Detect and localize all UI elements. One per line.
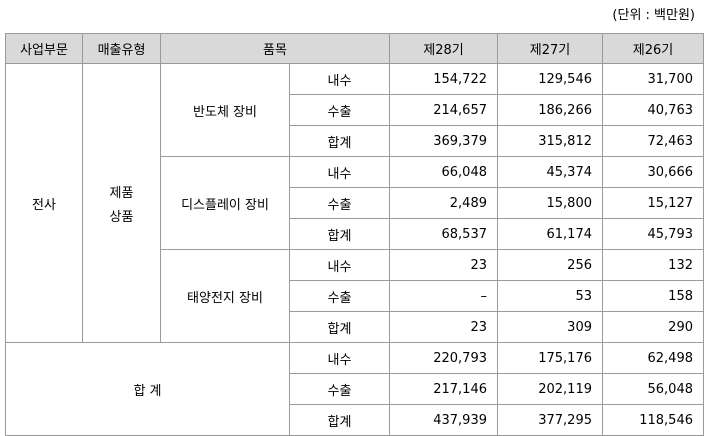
sales-type-line: 상품 (109, 209, 134, 225)
value-cell: 214,657 (389, 94, 498, 126)
type-cell: 수출 (289, 280, 390, 312)
type-cell: 수출 (289, 373, 390, 405)
value-cell: 220,793 (389, 342, 498, 374)
type-cell: 내수 (289, 249, 390, 281)
value-cell: 23 (389, 311, 498, 343)
value-cell: 315,812 (497, 125, 603, 157)
value-cell: 129,546 (497, 63, 603, 95)
header-item: 품목 (160, 33, 390, 64)
type-cell: 내수 (289, 156, 390, 188)
table-row: 전사 제품 상품 반도체 장비 내수 154,722 129,546 31,70… (5, 63, 704, 343)
value-cell: 175,176 (497, 342, 603, 374)
value-cell: 62,498 (602, 342, 704, 374)
value-cell: 369,379 (389, 125, 498, 157)
value-cell: 15,127 (602, 187, 704, 219)
table-row: 합계 68,537 61,174 45,793 (6, 218, 704, 250)
type-cell: 내수 (289, 342, 390, 374)
type-cell: 수출 (289, 187, 390, 219)
header-segment: 사업부문 (5, 33, 83, 64)
segment-cell: 전사 (5, 63, 83, 343)
table-row: 태양전지 장비 내수 23 256 132 (6, 249, 704, 343)
value-cell: 118,546 (602, 404, 704, 436)
value-cell: 66,048 (389, 156, 498, 188)
value-cell: 309 (497, 311, 603, 343)
table-row: 수출 214,657 186,266 40,763 (6, 94, 704, 126)
unit-label: (단위 : 백만원) (612, 8, 695, 23)
type-cell: 내수 (289, 63, 390, 95)
type-cell: 합계 (289, 404, 390, 436)
value-cell: 217,146 (389, 373, 498, 405)
value-cell: 23 (389, 249, 498, 281)
table-row: 수출 2,489 15,800 15,127 (6, 187, 704, 219)
value-cell: 31,700 (602, 63, 704, 95)
table-row: 합계 369,379 315,812 72,463 (6, 125, 704, 157)
sales-table: 사업부문 매출유형 품목 제28기 제27기 제26기 전사 제품 상품 반도체… (5, 33, 704, 436)
header-fy27: 제27기 (497, 33, 603, 64)
value-cell: 72,463 (602, 125, 704, 157)
value-cell: 290 (602, 311, 704, 343)
item-cell: 반도체 장비 (160, 63, 290, 157)
value-cell: 15,800 (497, 187, 603, 219)
value-cell: 2,489 (389, 187, 498, 219)
value-cell: 45,793 (602, 218, 704, 250)
value-cell: 53 (497, 280, 603, 312)
table-row: 수출 217,146 202,119 56,048 (6, 373, 704, 405)
sales-type-cell: 제품 상품 (82, 63, 161, 343)
item-cell: 태양전지 장비 (160, 249, 290, 343)
value-cell: 202,119 (497, 373, 603, 405)
value-cell: 61,174 (497, 218, 603, 250)
table-row: 합 계 내수 220,793 175,176 62,498 (5, 342, 704, 436)
value-cell: 56,048 (602, 373, 704, 405)
header-sales-type: 매출유형 (82, 33, 161, 64)
value-cell: 437,939 (389, 404, 498, 436)
table-row: 디스플레이 장비 내수 66,048 45,374 30,666 (6, 156, 704, 250)
value-cell: 186,266 (497, 94, 603, 126)
value-cell: 30,666 (602, 156, 704, 188)
header-fy26: 제26기 (602, 33, 704, 64)
header-row: 사업부문 매출유형 품목 제28기 제27기 제26기 (5, 33, 704, 64)
item-cell: 디스플레이 장비 (160, 156, 290, 250)
header-fy28: 제28기 (389, 33, 498, 64)
type-cell: 수출 (289, 94, 390, 126)
value-cell: 68,537 (389, 218, 498, 250)
sales-type-line: 제품 (109, 185, 134, 201)
value-cell: 45,374 (497, 156, 603, 188)
type-cell: 합계 (289, 218, 390, 250)
type-cell: 합계 (289, 311, 390, 343)
value-cell: 256 (497, 249, 603, 281)
value-cell: 40,763 (602, 94, 704, 126)
value-cell: 377,295 (497, 404, 603, 436)
type-cell: 합계 (289, 125, 390, 157)
table-row: 수출 – 53 158 (6, 280, 704, 312)
value-cell: – (389, 280, 498, 312)
value-cell: 132 (602, 249, 704, 281)
value-cell: 154,722 (389, 63, 498, 95)
value-cell: 158 (602, 280, 704, 312)
total-label-cell: 합 계 (5, 342, 290, 436)
